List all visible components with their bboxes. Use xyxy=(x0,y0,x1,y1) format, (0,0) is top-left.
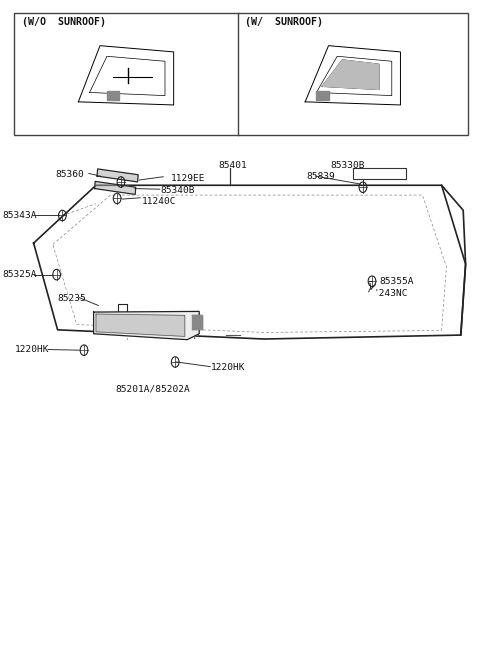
Text: '243NC: '243NC xyxy=(373,288,408,298)
Text: 85330B: 85330B xyxy=(330,161,365,170)
Text: 85201A/85202A: 85201A/85202A xyxy=(115,384,190,394)
FancyBboxPatch shape xyxy=(14,13,468,135)
Polygon shape xyxy=(192,315,202,328)
Text: 1220HK: 1220HK xyxy=(211,363,246,373)
Text: 85401: 85401 xyxy=(218,161,247,170)
Text: 85360: 85360 xyxy=(55,170,84,179)
Polygon shape xyxy=(97,169,138,182)
Polygon shape xyxy=(95,181,136,194)
Text: 85839: 85839 xyxy=(306,171,335,181)
Text: 85343A: 85343A xyxy=(2,211,37,220)
Text: 85340B: 85340B xyxy=(161,186,195,195)
Text: 1220HK: 1220HK xyxy=(14,345,49,354)
Text: 85325A: 85325A xyxy=(2,270,37,279)
Polygon shape xyxy=(94,311,199,340)
Polygon shape xyxy=(96,314,185,336)
Text: 1129EE: 1129EE xyxy=(170,174,205,183)
Polygon shape xyxy=(107,91,119,100)
Text: (W/O  SUNROOF): (W/O SUNROOF) xyxy=(22,17,106,27)
Text: (W/  SUNROOF): (W/ SUNROOF) xyxy=(245,17,323,27)
Polygon shape xyxy=(323,60,379,89)
Text: 85355A: 85355A xyxy=(379,277,414,286)
Text: 11240C: 11240C xyxy=(142,197,176,206)
Text: 85235: 85235 xyxy=(58,294,86,304)
Polygon shape xyxy=(316,91,328,100)
